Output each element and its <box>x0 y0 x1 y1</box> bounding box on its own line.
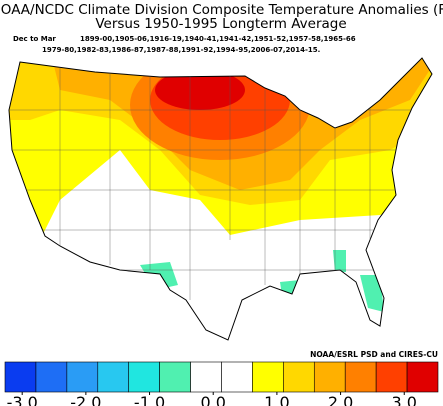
tick-label: 0.0 <box>200 393 225 406</box>
color-box <box>252 361 284 393</box>
color-box <box>221 361 253 393</box>
color-box <box>66 361 99 393</box>
colorbar: -3.0 -2.0 -1.0 0.0 1.0 2.0 3.0 <box>4 361 439 406</box>
color-box <box>283 361 315 393</box>
us-outline <box>8 57 433 341</box>
tick-label: 1.0 <box>264 393 289 406</box>
color-box <box>128 361 160 393</box>
tick-label: -3.0 <box>7 393 38 406</box>
color-box <box>190 361 222 393</box>
state-lines <box>9 60 432 300</box>
tick-label: 3.0 <box>392 393 417 406</box>
years-line: 1899-00,1905-06,1916-19,1940-41,1941-42,… <box>80 35 356 43</box>
color-box <box>344 361 377 393</box>
color-box <box>159 361 191 393</box>
years-line: 1979-80,1982-83,1986-87,1987-88,1991-92,… <box>42 46 320 54</box>
tick-label: -1.0 <box>134 393 165 406</box>
title: NOAA/NCDC Climate Division Composite Tem… <box>0 2 443 18</box>
color-box <box>35 361 68 393</box>
color-box <box>406 361 439 393</box>
tick-label: 2.0 <box>328 393 353 406</box>
tick-label: -2.0 <box>70 393 101 406</box>
us-map <box>9 58 432 340</box>
color-box <box>4 361 37 393</box>
color-box <box>97 361 130 393</box>
color-box <box>313 361 346 393</box>
season: Dec to Mar <box>13 35 56 43</box>
credit: NOAA/ESRL PSD and CIRES-CU <box>310 350 438 359</box>
color-box <box>375 361 408 393</box>
subtitle: Versus 1950-1995 Longterm Average <box>95 16 346 32</box>
